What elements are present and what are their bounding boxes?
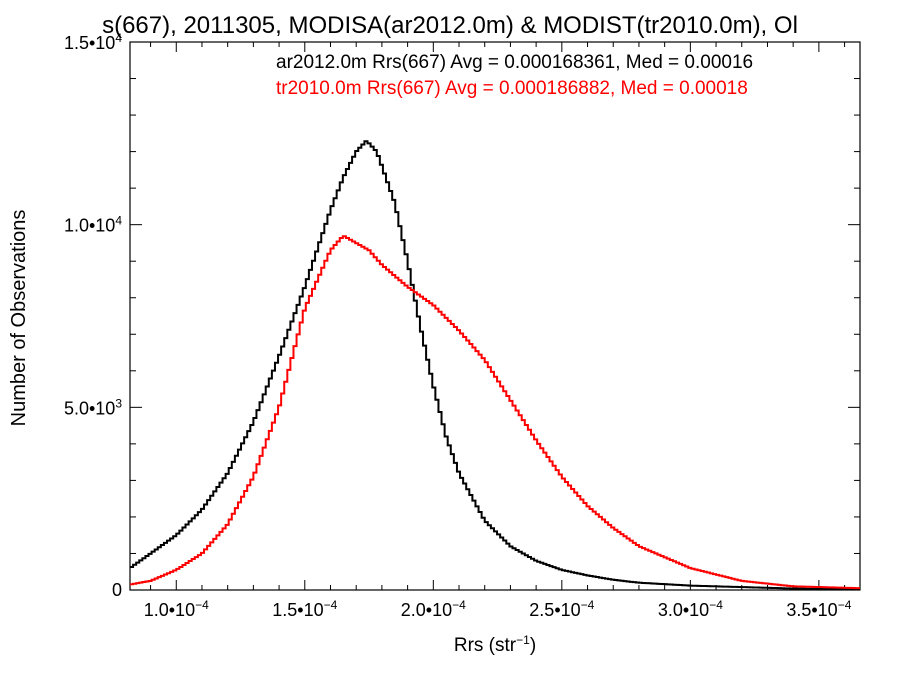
x-tick-label: 1.5•10−4 — [272, 598, 337, 620]
y-tick-label: 0 — [112, 580, 122, 600]
plot-axes — [129, 41, 861, 591]
y-tick-label: 5.0•103 — [64, 396, 122, 418]
y-axis-label: Number of Observations — [8, 210, 30, 427]
y-tick-label: 1.0•104 — [64, 214, 122, 236]
x-tick-label: 3.5•10−4 — [786, 598, 851, 620]
x-tick-label: 3.0•10−4 — [658, 598, 723, 620]
x-axis-label: Rrs (str−1) — [454, 633, 536, 656]
legend-entry-black: ar2012.0m Rrs(667) Avg = 0.000168361, Me… — [276, 52, 753, 73]
series-line-black — [130, 140, 860, 591]
series-line-red — [130, 235, 860, 590]
legend-entry-red: tr2010.0m Rrs(667) Avg = 0.000186882, Me… — [276, 78, 748, 99]
plot-frame — [129, 41, 861, 591]
legend: ar2012.0m Rrs(667) Avg = 0.000168361, Me… — [276, 52, 753, 99]
chart-title: s(667), 2011305, MODISA(ar2012.0m) & MOD… — [102, 12, 798, 39]
x-tick-label: 2.5•10−4 — [529, 598, 594, 620]
x-tick-label: 2.0•10−4 — [401, 598, 466, 620]
tick-labels: 1.0•10−4 1.5•10−4 2.0•10−4 2.5•10−4 3.0•10−4… — [64, 31, 852, 620]
y-tick-label: 1.5•104 — [64, 31, 122, 53]
x-tick-label: 1.0•10−4 — [144, 598, 209, 620]
series-layer — [130, 140, 860, 591]
